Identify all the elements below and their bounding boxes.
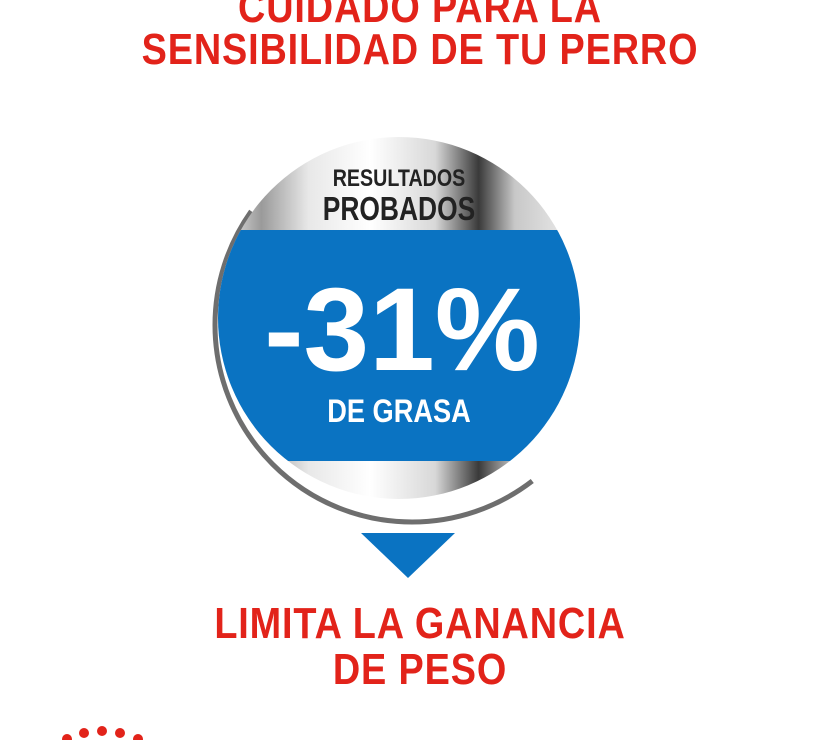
badge-top-line-1: RESULTADOS xyxy=(333,164,466,191)
badge-value: -31% xyxy=(264,264,539,396)
badge-caption: DE GRASA xyxy=(327,394,471,430)
benefit-line-1: LIMITA LA GANANCIA xyxy=(214,599,626,648)
benefit-line-2: DE PESO xyxy=(332,645,508,694)
headline-line-2: SENSIBILIDAD DE TU PERRO xyxy=(141,25,699,74)
badge-top-line-2: PROBADOS xyxy=(323,191,476,227)
blue-band xyxy=(218,230,580,461)
down-arrow-icon xyxy=(361,533,455,578)
outer-ring xyxy=(212,125,612,525)
headline-line-1: CUIDADO PARA LA xyxy=(238,0,602,32)
royal-canin-logo-icon xyxy=(62,726,143,740)
